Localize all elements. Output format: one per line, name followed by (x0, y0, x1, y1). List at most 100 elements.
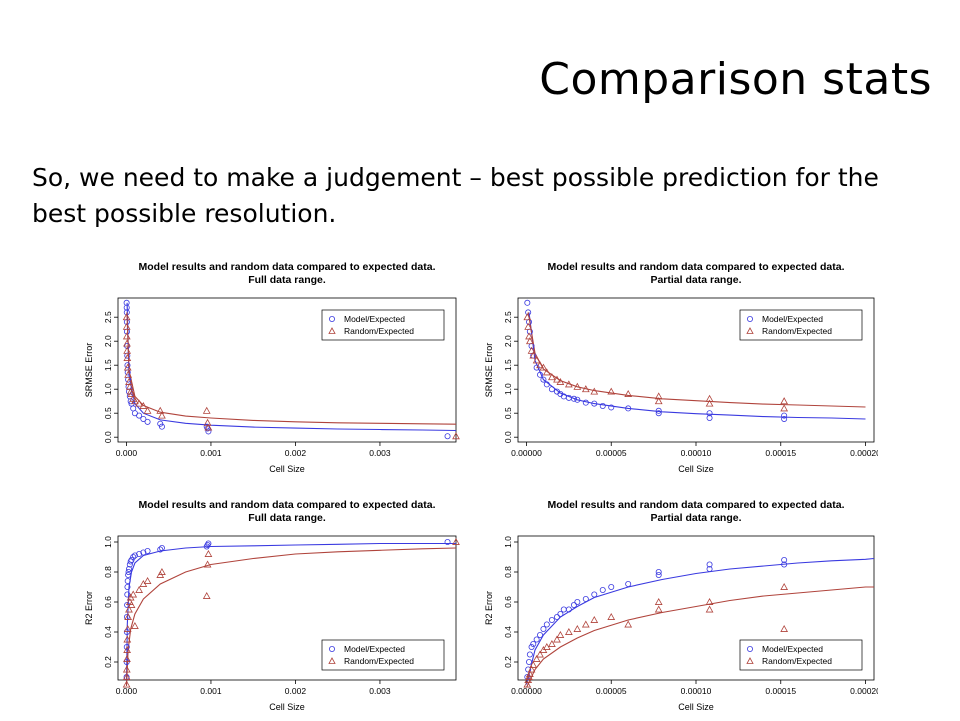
chart-title: Model results and random data compared t… (139, 261, 436, 273)
data-point-model (124, 591, 131, 598)
data-point-random (123, 353, 132, 361)
chart-title: Model results and random data compared t… (139, 499, 436, 511)
x-tick-label: 0.00010 (681, 448, 712, 458)
legend-label-model: Model/Expected (344, 644, 405, 654)
data-point-random (139, 401, 148, 409)
legend-marker-random (328, 657, 336, 664)
data-point-random (529, 351, 538, 359)
fit-curve (125, 547, 457, 687)
data-point-random (131, 397, 139, 405)
data-point-random (123, 645, 132, 653)
data-point-model (781, 412, 788, 419)
data-point-model (706, 561, 713, 568)
legend-label-model: Model/Expected (762, 644, 823, 654)
data-point-random (539, 363, 548, 371)
y-tick-label: 0.5 (103, 407, 113, 419)
data-point-model (204, 542, 211, 549)
data-point-model (655, 569, 662, 576)
y-tick-label: 1.0 (103, 536, 113, 548)
x-axis-label: Cell Size (678, 702, 714, 712)
data-point-random (122, 322, 131, 330)
data-point-model (582, 596, 589, 603)
y-tick-label: 0.8 (503, 566, 513, 578)
data-point-model (136, 551, 143, 558)
data-point-model (526, 651, 533, 658)
data-point-random (135, 585, 144, 593)
chart-legend: Model/Expected Random/Expected (739, 639, 863, 671)
chart-panel-srmse-full: Model results and random data compared t… (78, 252, 460, 478)
data-point-random (158, 567, 166, 575)
x-axis-label: Cell Size (269, 702, 305, 712)
data-point-random (204, 423, 213, 431)
data-point-model (574, 599, 581, 606)
legend-marker-model (328, 645, 335, 652)
chart-legend: Model/Expected Random/Expected (739, 309, 863, 341)
data-point-model (127, 558, 134, 565)
data-point-model (540, 625, 547, 632)
chart-title: Model results and random data compared t… (548, 261, 845, 273)
x-tick-label: 0.002 (285, 448, 307, 458)
chart-panel-srmse-partial: Model results and random data compared t… (478, 252, 881, 478)
data-point-random (573, 624, 582, 632)
data-point-model (203, 543, 210, 550)
data-point-random (654, 392, 663, 400)
data-point-random (556, 630, 565, 638)
y-tick-label: 0.6 (103, 596, 113, 608)
data-point-random (553, 375, 561, 383)
legend-marker-random (328, 327, 336, 334)
chart-title: Model results and random data compared t… (548, 499, 845, 511)
chart-panel-r2-full: Model results and random data compared t… (78, 490, 460, 716)
y-tick-label: 0.8 (103, 566, 113, 578)
x-tick-label: 0.00000 (511, 448, 542, 458)
data-point-random (581, 620, 590, 628)
data-point-model (140, 415, 147, 422)
data-point-model (123, 658, 130, 665)
data-point-random (705, 605, 714, 613)
data-point-model (565, 606, 572, 613)
data-point-random (536, 650, 544, 658)
legend-label-random: Random/Expected (344, 656, 414, 666)
data-point-random (705, 399, 714, 407)
data-point-model (444, 539, 451, 546)
y-tick-label: 2.0 (103, 335, 113, 347)
data-point-random (590, 387, 599, 395)
data-point-model (125, 569, 132, 576)
data-point-random (780, 582, 789, 590)
data-point-model (548, 617, 555, 624)
legend-marker-model (746, 645, 753, 652)
data-point-model (557, 611, 564, 618)
data-point-random (127, 600, 136, 608)
legend-label-random: Random/Expected (344, 326, 414, 336)
data-point-model (625, 581, 632, 588)
x-tick-label: 0.00005 (596, 448, 627, 458)
data-point-random (129, 590, 138, 598)
data-point-model (655, 407, 662, 414)
data-point-random (705, 394, 714, 402)
data-point-random (452, 537, 460, 545)
legend-box (739, 639, 863, 671)
data-point-model (591, 400, 598, 407)
chart-subtitle: Full data range. (248, 512, 326, 524)
legend-marker-model (746, 316, 753, 323)
data-point-random (524, 322, 533, 330)
data-point-model (140, 549, 147, 556)
chart-panel-r2-partial: Model results and random data compared t… (478, 490, 881, 716)
legend-box (321, 639, 445, 671)
x-tick-label: 0.00015 (765, 448, 796, 458)
data-point-model (128, 557, 135, 564)
data-point-random (590, 615, 599, 623)
data-point-random (529, 660, 538, 668)
x-tick-label: 0.001 (200, 686, 222, 696)
data-point-random (131, 621, 139, 629)
y-axis-label: SRMSE Error (84, 343, 94, 398)
y-tick-label: 2.5 (103, 311, 113, 323)
data-point-random (523, 313, 532, 321)
data-point-random (654, 605, 663, 613)
data-point-model (625, 405, 632, 412)
x-axis-label: Cell Size (678, 464, 714, 474)
data-point-model (599, 402, 606, 409)
y-axis-label: SRMSE Error (484, 343, 494, 398)
data-point-model (528, 643, 535, 650)
data-point-model (444, 433, 451, 440)
data-point-random (122, 313, 131, 321)
